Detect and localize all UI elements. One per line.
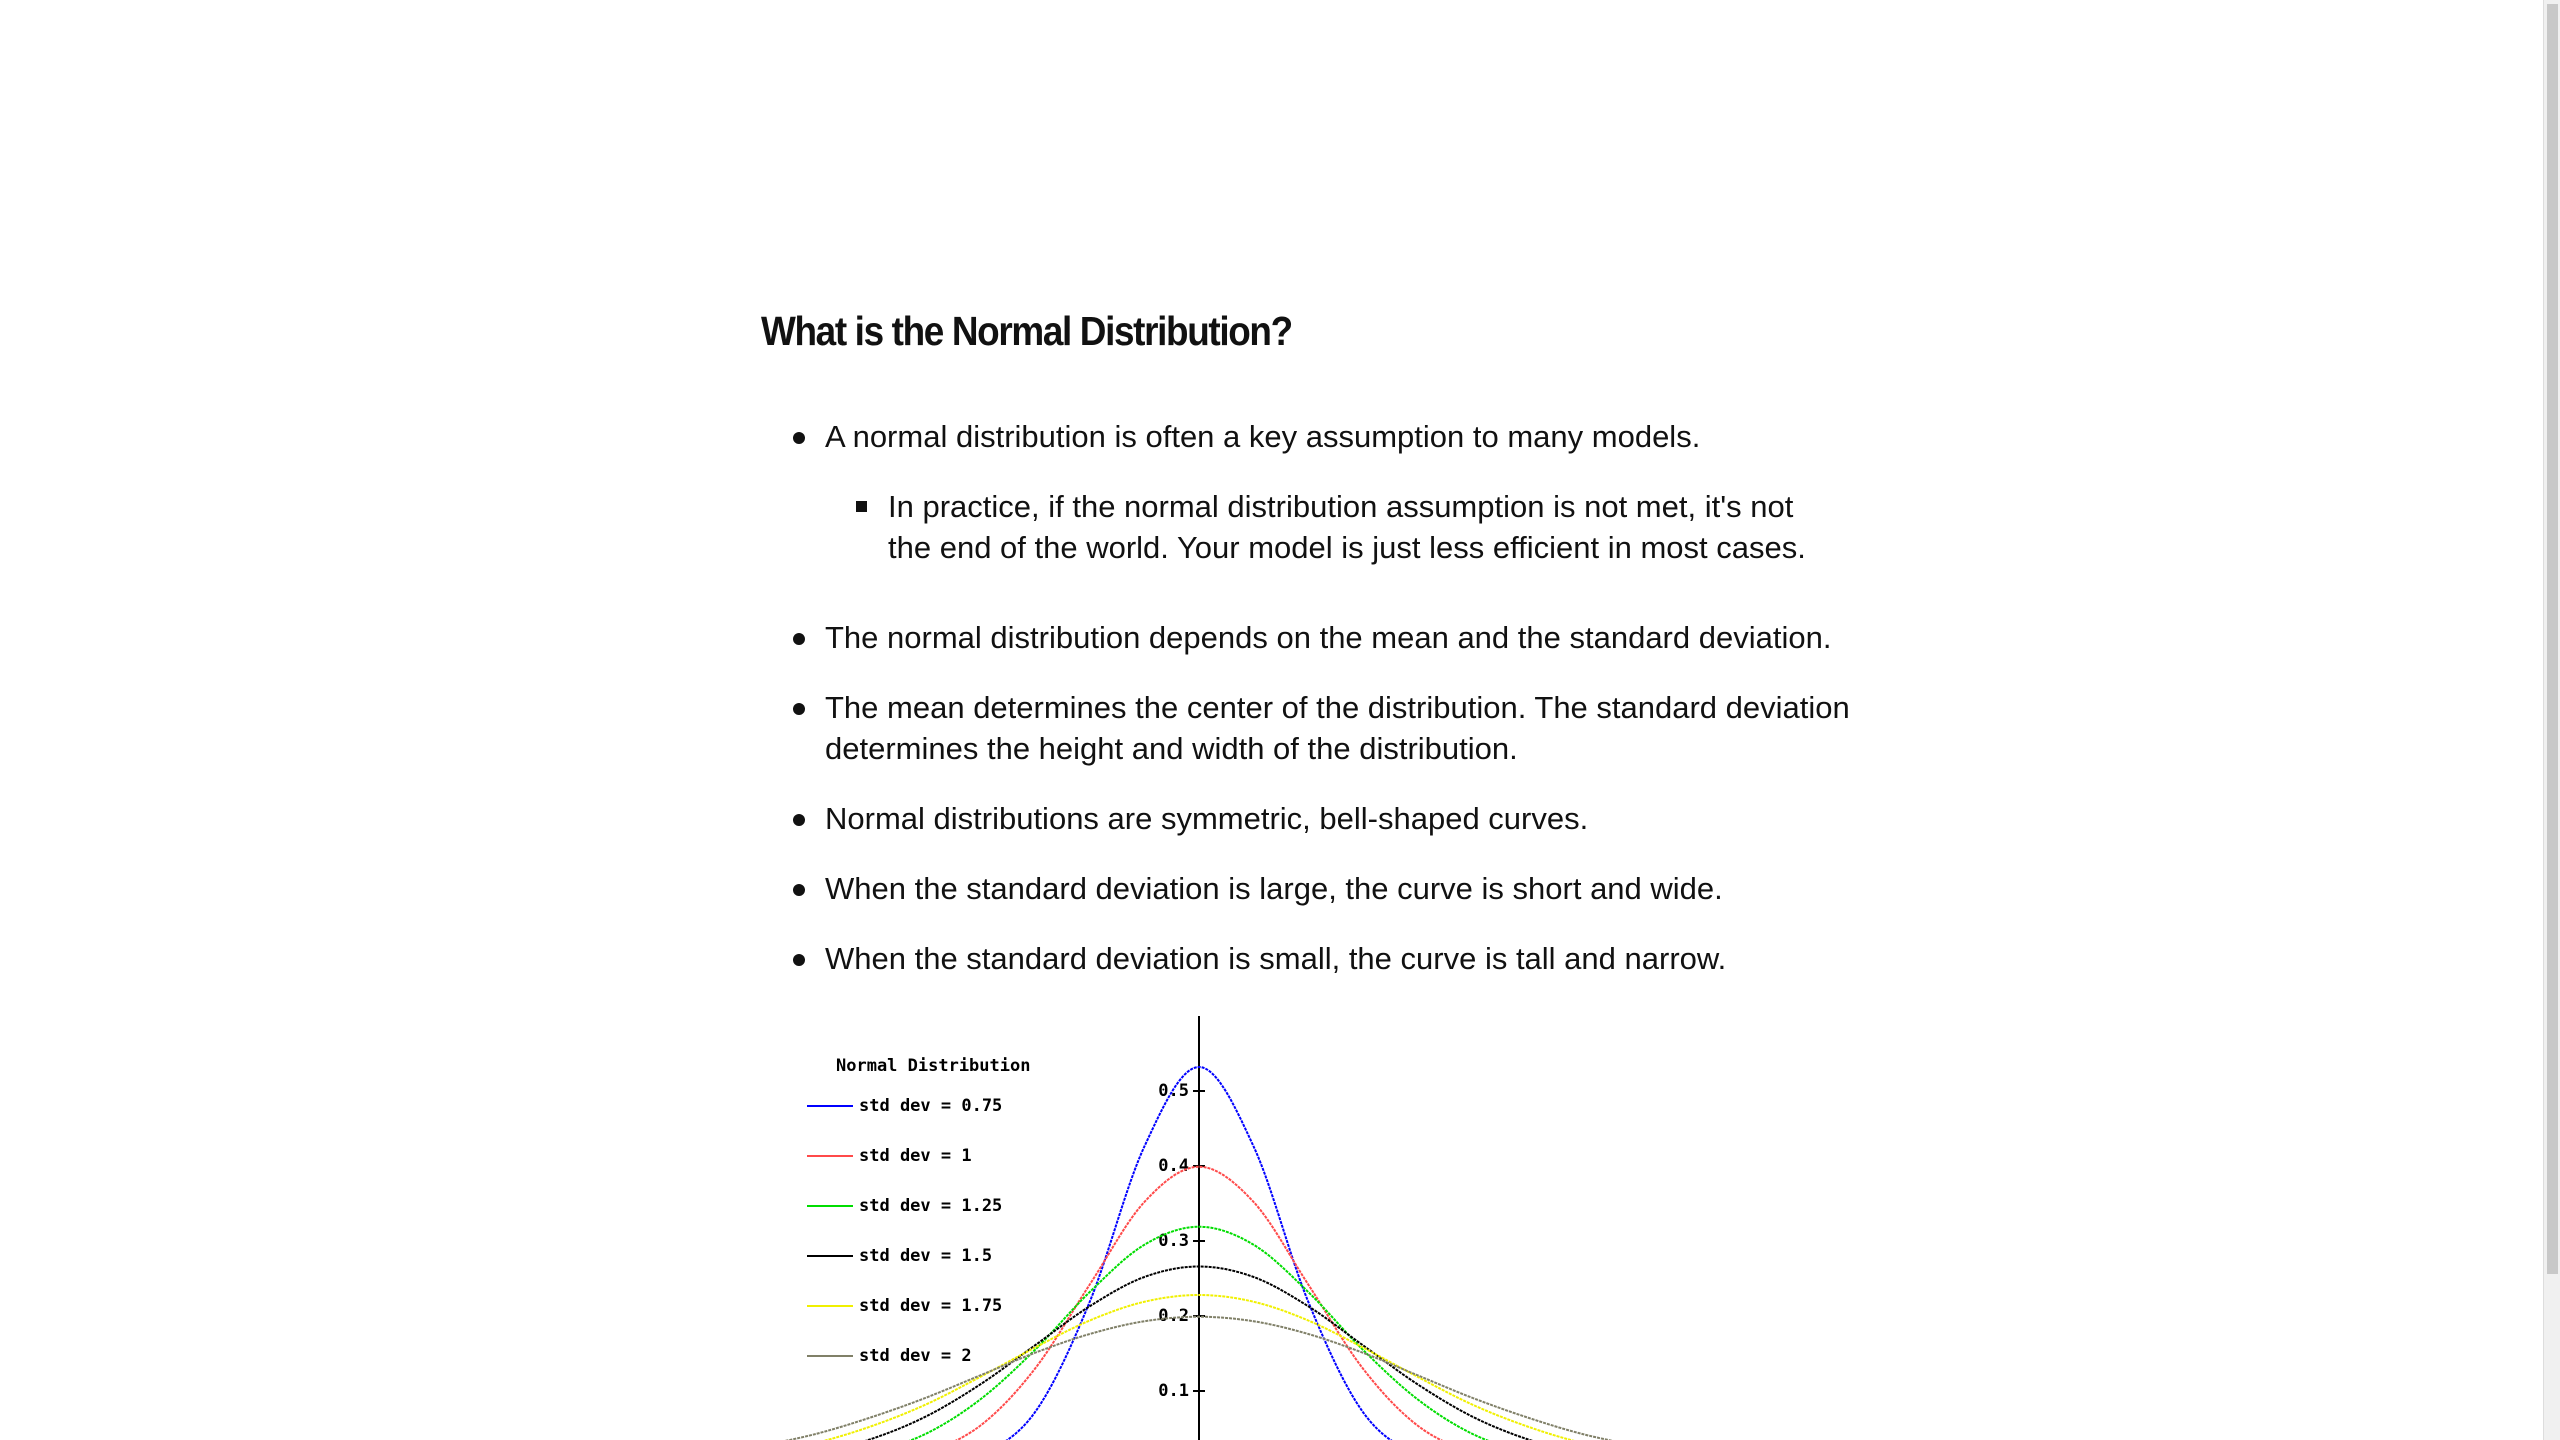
legend-label: std dev = 1.25	[859, 1196, 1002, 1216]
series-line	[1005, 1065, 1393, 1440]
series-line	[784, 1315, 1614, 1440]
y-tick-label: 0.2	[1158, 1306, 1189, 1326]
scrollbar[interactable]	[2543, 0, 2560, 1440]
legend-label: std dev = 0.75	[859, 1096, 1002, 1116]
y-tick-label: 0.5	[1158, 1081, 1189, 1101]
list-item: A normal distribution is often a key ass…	[825, 419, 1701, 454]
bullet	[793, 703, 805, 715]
list-item: When the standard deviation is small, th…	[825, 941, 1727, 976]
list-item: When the standard deviation is large, th…	[825, 871, 1723, 906]
y-tick-label: 0.1	[1158, 1381, 1189, 1401]
list-item: The normal distribution depends on the m…	[825, 620, 1832, 655]
chart-title: Normal Distribution	[836, 1056, 1030, 1076]
series-line	[864, 1265, 1534, 1440]
legend-label: std dev = 1.5	[859, 1246, 992, 1266]
sub-bullet	[856, 501, 867, 512]
sub-item: In practice, if the normal distribution …	[888, 489, 1806, 565]
list-item: Normal distributions are symmetric, bell…	[825, 801, 1589, 836]
legend-label: std dev = 1	[859, 1146, 972, 1166]
legend-label: std dev = 1.75	[859, 1296, 1002, 1316]
y-tick-label: 0.4	[1158, 1156, 1189, 1176]
series-line	[823, 1293, 1575, 1440]
y-tick-label: 0.3	[1158, 1231, 1189, 1251]
legend-label: std dev = 2	[859, 1346, 972, 1366]
bullet	[793, 633, 805, 645]
heading: What is the Normal Distribution?	[761, 308, 1293, 354]
list-item: The mean determines the center of the di…	[825, 690, 1850, 766]
bullet	[793, 884, 805, 896]
bullet	[793, 432, 805, 444]
bullet	[793, 954, 805, 966]
scroll-thumb[interactable]	[2547, 4, 2558, 1274]
bullet	[793, 814, 805, 826]
series-line	[908, 1225, 1490, 1440]
